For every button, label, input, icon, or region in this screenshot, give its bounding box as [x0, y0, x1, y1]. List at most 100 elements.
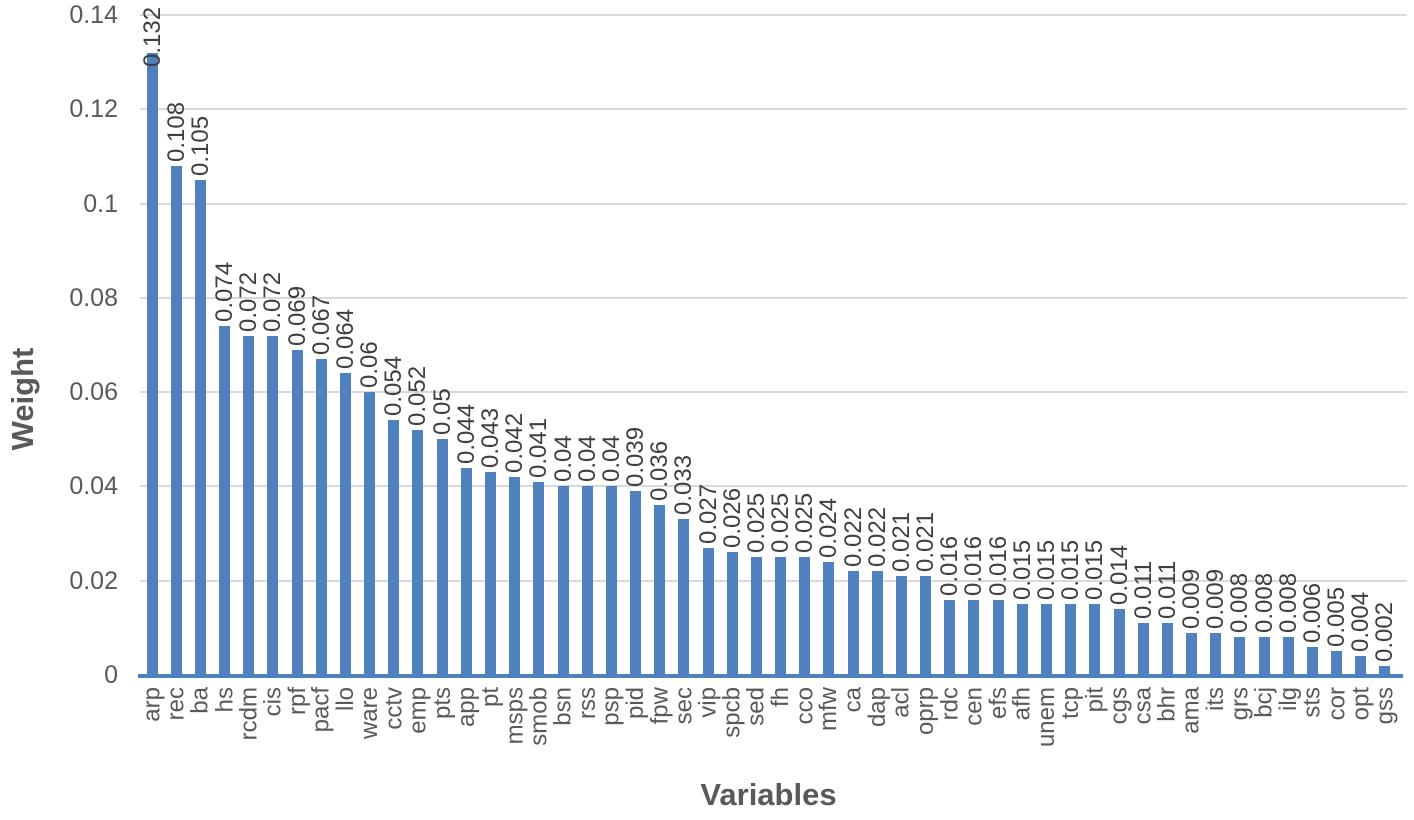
- bar-value-label: 0.026: [718, 488, 746, 549]
- category-label: pit: [1081, 687, 1109, 713]
- bar-value-label: 0.021: [887, 511, 915, 572]
- bar: [485, 472, 496, 675]
- category-label: gss: [1371, 687, 1399, 725]
- bar-value-label: 0.036: [646, 441, 674, 502]
- bar-value-label: 0.015: [1081, 540, 1109, 601]
- category-label: ba: [186, 687, 214, 714]
- bar-value-label: 0.011: [1153, 560, 1181, 620]
- bar-value-label: 0.025: [791, 493, 819, 554]
- category-label: cis: [259, 687, 287, 717]
- category-label: efs: [984, 687, 1012, 720]
- bar-value-label: 0.067: [307, 295, 335, 356]
- category-label: cor: [1323, 687, 1351, 721]
- category-label: pt: [477, 687, 505, 708]
- y-tick-label: 0.04: [69, 472, 118, 501]
- category-label: hs: [211, 687, 239, 713]
- category-label: arp: [138, 687, 166, 722]
- category-label: llo: [331, 687, 359, 712]
- gridline: [140, 579, 1407, 582]
- bar: [1065, 604, 1077, 675]
- bar: [1379, 665, 1391, 675]
- category-label: spcb: [718, 687, 746, 738]
- y-tick-label: 0.14: [69, 1, 118, 29]
- bar: [146, 52, 158, 675]
- bar-value-label: 0.004: [1347, 592, 1375, 653]
- bar-value-label: 0.027: [694, 483, 722, 544]
- category-label: dap: [863, 687, 891, 728]
- gridline: [140, 202, 1407, 205]
- category-label: unem: [1033, 687, 1060, 748]
- category-label: bsn: [549, 687, 577, 726]
- bar-value-label: 0.132: [138, 6, 166, 67]
- bar: [1161, 623, 1173, 675]
- bar: [1210, 632, 1222, 675]
- y-tick-label: 0.08: [69, 283, 118, 312]
- category-label: cctv: [380, 687, 408, 730]
- bar: [871, 571, 883, 675]
- bar-value-label: 0.105: [186, 115, 214, 176]
- category-label: its: [1202, 687, 1230, 711]
- category-label: csa: [1129, 687, 1157, 725]
- bar-value-label: 0.011: [1129, 560, 1157, 620]
- bar-value-label: 0.021: [912, 511, 940, 572]
- bar-value-label: 0.04: [549, 435, 577, 483]
- category-label: ilg: [1274, 687, 1302, 712]
- bar-value-label: 0.05: [428, 388, 456, 436]
- bar: [533, 481, 545, 675]
- category-label: emp: [404, 687, 432, 734]
- category-label: rpf: [283, 687, 311, 716]
- gridline: [140, 391, 1407, 394]
- category-label: pacf: [307, 687, 335, 733]
- bar-value-label: 0.008: [1250, 573, 1278, 634]
- bar-value-label: 0.015: [1057, 540, 1085, 601]
- category-label: pid: [622, 687, 650, 720]
- bar-value-label: 0.054: [380, 356, 408, 417]
- gridline: [140, 14, 1407, 16]
- bar-value-label: 0.06: [356, 341, 384, 389]
- bar-value-label: 0.022: [839, 507, 867, 568]
- category-label: ware: [356, 687, 384, 740]
- category-label: bcj: [1250, 687, 1278, 718]
- category-label: msps: [501, 687, 529, 745]
- bar: [1282, 637, 1294, 675]
- category-label: acl: [887, 687, 915, 718]
- bar-value-label: 0.015: [1032, 540, 1060, 601]
- bar-value-label: 0.033: [670, 455, 698, 516]
- bar: [1113, 609, 1125, 675]
- category-label: sts: [1298, 687, 1326, 718]
- bar: [581, 486, 593, 675]
- category-label: mfw: [815, 687, 843, 731]
- bar: [1040, 604, 1052, 675]
- bar-value-label: 0.044: [452, 403, 480, 464]
- category-label: ama: [1178, 687, 1206, 734]
- bar: [243, 335, 255, 675]
- category-label: pts: [428, 687, 456, 720]
- bar: [1306, 646, 1318, 675]
- bar-value-label: 0.009: [1178, 568, 1206, 629]
- bar: [726, 552, 738, 675]
- bar-value-label: 0.072: [235, 271, 263, 332]
- bar-value-label: 0.016: [960, 535, 988, 596]
- category-label: opt: [1347, 687, 1375, 721]
- bar: [388, 420, 400, 675]
- bar: [654, 505, 666, 675]
- category-label: rss: [573, 687, 601, 719]
- bar: [944, 599, 956, 675]
- bar-value-label: 0.009: [1202, 568, 1230, 629]
- bar: [436, 439, 448, 675]
- bar: [509, 477, 521, 675]
- bar-value-label: 0.005: [1323, 587, 1351, 648]
- bar: [847, 571, 859, 675]
- bar: [920, 576, 932, 675]
- bar: [1089, 604, 1101, 675]
- bar-value-label: 0.008: [1274, 573, 1302, 634]
- bar-value-label: 0.025: [742, 493, 770, 554]
- bar-value-label: 0.04: [597, 435, 625, 483]
- bar-value-label: 0.039: [622, 427, 650, 488]
- bar-value-label: 0.015: [1008, 540, 1036, 601]
- gridline: [140, 296, 1407, 299]
- category-label: app: [452, 687, 480, 728]
- category-label: rec: [162, 687, 190, 721]
- bar: [460, 467, 472, 675]
- bar-value-label: 0.108: [162, 101, 190, 162]
